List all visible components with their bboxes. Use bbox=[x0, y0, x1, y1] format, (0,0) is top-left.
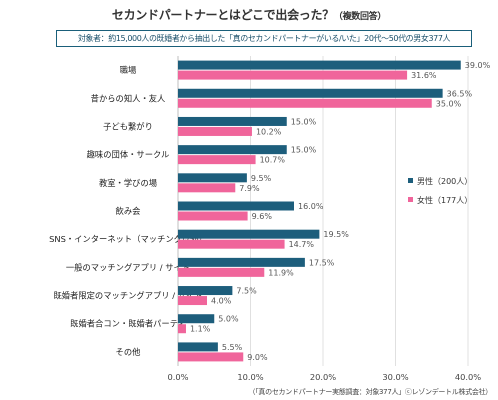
bar-male bbox=[178, 342, 218, 352]
data-label: 39.0% bbox=[465, 61, 491, 70]
data-label: 15.0% bbox=[291, 117, 317, 126]
bar-male bbox=[178, 314, 215, 324]
chart-title: セカンドパートナーとはどこで出会った？（複数回答） bbox=[0, 6, 498, 23]
bar-male bbox=[178, 60, 461, 70]
bar-female bbox=[178, 324, 186, 334]
data-label: 9.0% bbox=[247, 353, 268, 362]
source-note: （「真のセカンドパートナー実態調査：対象377人」ⓒレゾンデートル株式会社） bbox=[248, 388, 493, 396]
chart-title-note: （複数回答） bbox=[333, 12, 387, 22]
bar-male bbox=[178, 88, 443, 98]
category-label: SNS・インターネット（マッチング以外） bbox=[49, 234, 207, 244]
category-label: その他 bbox=[116, 347, 141, 357]
data-label: 19.5% bbox=[323, 230, 349, 239]
data-label: 10.2% bbox=[256, 127, 282, 136]
data-label: 36.5% bbox=[447, 89, 473, 98]
chart-subtitle: 対象者：約15,000人の既婚者から抽出した「真のセカンドパートナーがいる/いた… bbox=[56, 30, 472, 47]
data-label: 35.0% bbox=[436, 99, 462, 108]
x-tick-label: 10.0% bbox=[237, 372, 263, 382]
bar-female bbox=[178, 70, 408, 80]
bar-male bbox=[178, 257, 305, 267]
bar-male bbox=[178, 116, 287, 126]
category-label: 職場 bbox=[120, 65, 137, 75]
x-tick-label: 20.0% bbox=[310, 372, 336, 382]
x-tick-label: 0.0% bbox=[167, 372, 188, 382]
bar-male bbox=[178, 173, 247, 183]
bar-male bbox=[178, 201, 294, 211]
x-tick-label: 30.0% bbox=[382, 372, 408, 382]
x-tick-label: 40.0% bbox=[455, 372, 481, 382]
legend-swatch-male bbox=[408, 178, 413, 183]
legend-label-male: 男性（200人） bbox=[417, 176, 472, 186]
bar-female bbox=[178, 352, 244, 362]
category-label: 教室・学びの場 bbox=[99, 178, 157, 188]
data-label: 5.5% bbox=[222, 343, 243, 352]
bar-female bbox=[178, 239, 285, 249]
data-label: 15.0% bbox=[291, 146, 317, 155]
data-label: 7.9% bbox=[239, 184, 260, 193]
bar-female bbox=[178, 211, 248, 221]
bar-female bbox=[178, 267, 265, 277]
bar-female bbox=[178, 98, 432, 108]
bar-male bbox=[178, 229, 320, 239]
data-label: 4.0% bbox=[211, 297, 232, 306]
category-label: 昔からの知人・友人 bbox=[91, 93, 166, 103]
bar-female bbox=[178, 183, 236, 193]
bar-female bbox=[178, 155, 256, 165]
legend-swatch-female bbox=[408, 197, 413, 202]
bar-male bbox=[178, 145, 287, 155]
data-label: 16.0% bbox=[298, 202, 324, 211]
category-label: 一般のマッチングアプリ / サイト bbox=[66, 262, 190, 272]
data-label: 9.5% bbox=[251, 174, 272, 183]
chart-title-main: セカンドパートナーとはどこで出会った？ bbox=[111, 8, 334, 22]
category-label: 既婚者合コン・既婚者パーティ bbox=[70, 319, 186, 329]
data-label: 9.6% bbox=[252, 212, 273, 221]
bar-female bbox=[178, 296, 207, 306]
category-label: 既婚者限定のマッチングアプリ / サイト bbox=[53, 291, 202, 301]
bar-female bbox=[178, 126, 252, 136]
data-label: 14.7% bbox=[289, 240, 315, 249]
data-label: 10.7% bbox=[260, 156, 286, 165]
category-label: 趣味の団体・サークル bbox=[87, 150, 170, 160]
data-label: 1.1% bbox=[190, 325, 211, 334]
category-label: 飲み会 bbox=[116, 206, 141, 216]
category-label: 子ども繋がり bbox=[103, 121, 153, 131]
bar-male bbox=[178, 286, 233, 296]
legend-label-female: 女性（177人） bbox=[417, 195, 472, 205]
data-label: 17.5% bbox=[309, 258, 335, 267]
data-label: 31.6% bbox=[411, 71, 437, 80]
data-label: 7.5% bbox=[236, 287, 257, 296]
data-label: 5.0% bbox=[218, 315, 239, 324]
data-label: 11.9% bbox=[268, 268, 294, 277]
